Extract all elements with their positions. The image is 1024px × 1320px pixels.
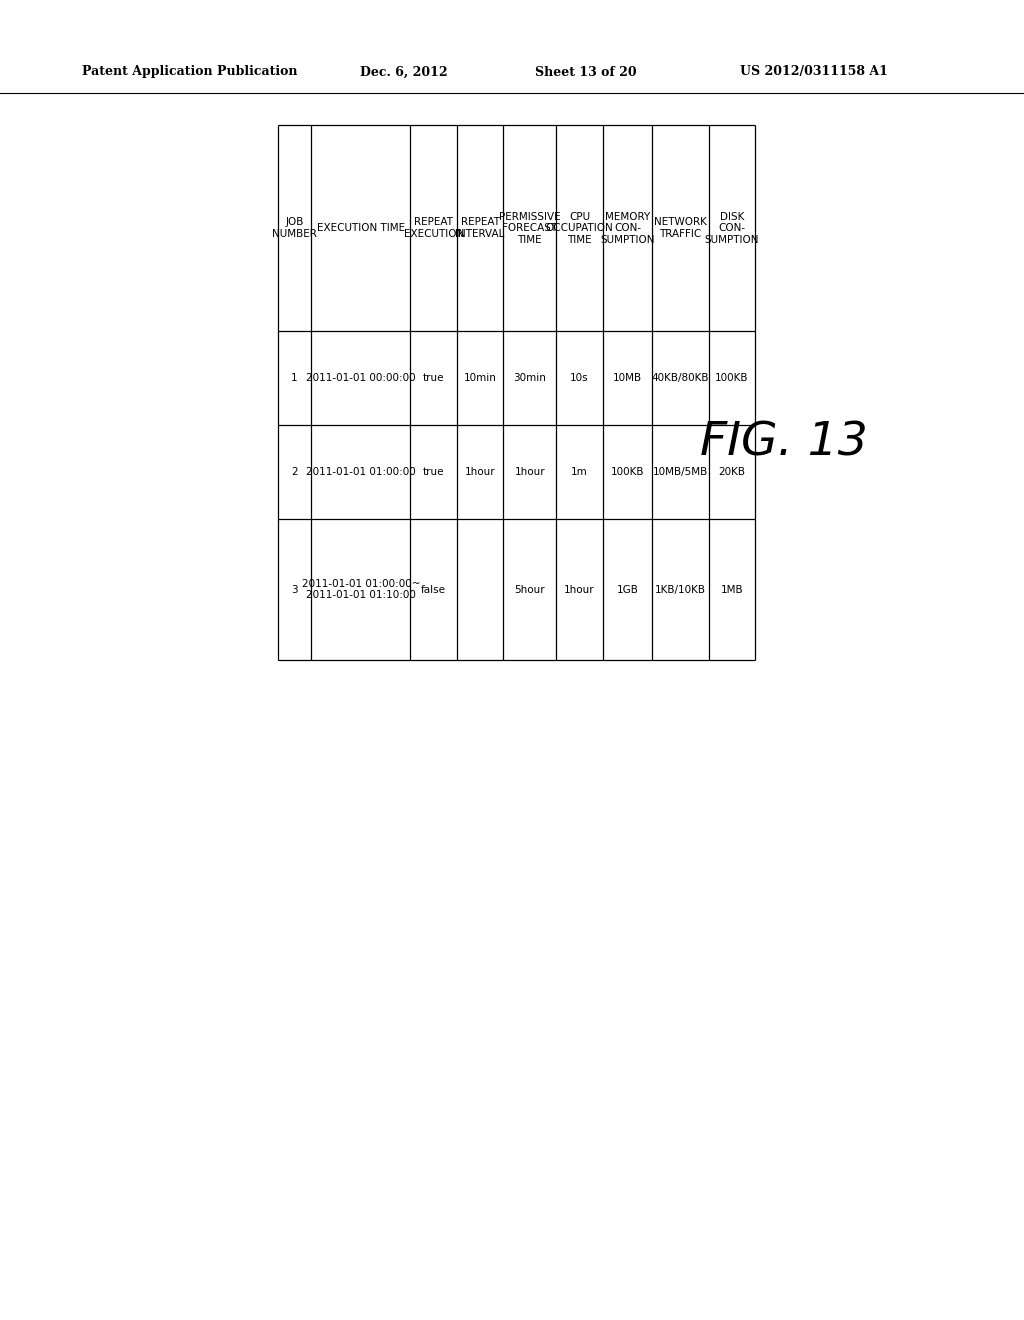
Text: PERMISSIVE
FORECAST
TIME: PERMISSIVE FORECAST TIME [499, 211, 560, 244]
Text: FIG. 13: FIG. 13 [700, 420, 868, 465]
Text: MEMORY
CON-
SUMPTION: MEMORY CON- SUMPTION [600, 211, 654, 244]
Text: Patent Application Publication: Patent Application Publication [82, 66, 298, 78]
Text: 10s: 10s [570, 374, 589, 383]
Text: US 2012/0311158 A1: US 2012/0311158 A1 [740, 66, 888, 78]
Text: CPU
OCCUPATION
TIME: CPU OCCUPATION TIME [546, 211, 613, 244]
Text: REPEAT
EXECUTION: REPEAT EXECUTION [403, 218, 464, 239]
Text: 1: 1 [291, 374, 298, 383]
Text: 10min: 10min [464, 374, 497, 383]
Text: 1GB: 1GB [616, 585, 638, 594]
Text: 1MB: 1MB [721, 585, 743, 594]
Text: 40KB/80KB: 40KB/80KB [651, 374, 710, 383]
Text: 1hour: 1hour [564, 585, 595, 594]
Text: true: true [423, 467, 444, 478]
Text: EXECUTION TIME: EXECUTION TIME [316, 223, 404, 234]
Text: 1hour: 1hour [465, 467, 496, 478]
Text: DISK
CON-
SUMPTION: DISK CON- SUMPTION [705, 211, 759, 244]
Text: NETWORK
TRAFFIC: NETWORK TRAFFIC [654, 218, 707, 239]
Text: 2011-01-01 00:00:00: 2011-01-01 00:00:00 [306, 374, 416, 383]
Text: JOB
NUMBER: JOB NUMBER [272, 218, 317, 239]
Text: false: false [421, 585, 446, 594]
Text: true: true [423, 374, 444, 383]
Text: REPEAT
INTERVAL: REPEAT INTERVAL [456, 218, 505, 239]
Text: 1KB/10KB: 1KB/10KB [655, 585, 706, 594]
Text: 20KB: 20KB [718, 467, 745, 478]
Text: Dec. 6, 2012: Dec. 6, 2012 [360, 66, 447, 78]
Text: 30min: 30min [513, 374, 546, 383]
Text: 2: 2 [291, 467, 298, 478]
Text: 2011-01-01 01:00:00: 2011-01-01 01:00:00 [306, 467, 416, 478]
Text: 10MB/5MB: 10MB/5MB [653, 467, 708, 478]
Text: 1hour: 1hour [514, 467, 545, 478]
Text: 10MB: 10MB [613, 374, 642, 383]
Text: 3: 3 [291, 585, 298, 594]
Text: Sheet 13 of 20: Sheet 13 of 20 [535, 66, 637, 78]
Text: 5hour: 5hour [514, 585, 545, 594]
Text: 100KB: 100KB [715, 374, 749, 383]
Text: 2011-01-01 01:00:00~
2011-01-01 01:10:00: 2011-01-01 01:00:00~ 2011-01-01 01:10:00 [301, 578, 420, 601]
Text: 100KB: 100KB [610, 467, 644, 478]
Text: 1m: 1m [571, 467, 588, 478]
